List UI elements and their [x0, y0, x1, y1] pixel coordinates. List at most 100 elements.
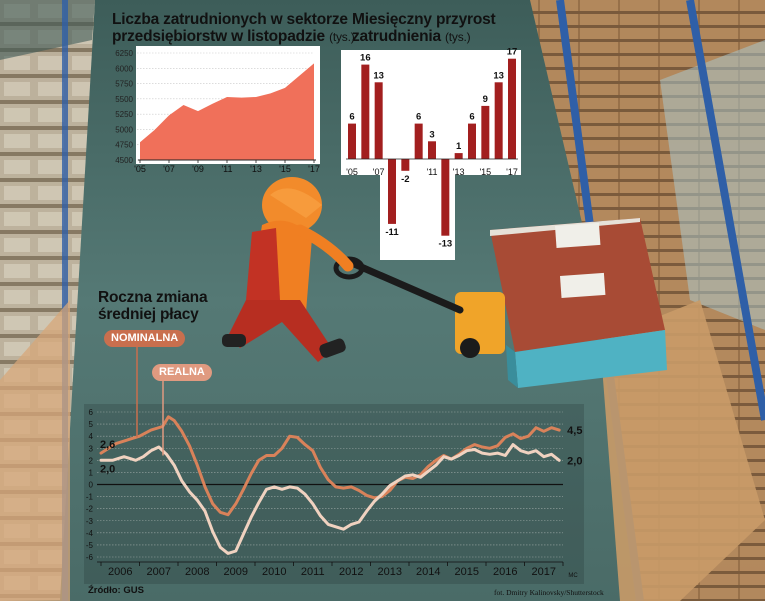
wages-ytick-label: 6	[89, 408, 94, 417]
monthly-bar-label: -11	[385, 227, 399, 238]
wages-xtick-label: 2012	[339, 566, 363, 578]
monthly-bar	[348, 123, 356, 159]
wages-ytick-label: -6	[86, 553, 94, 562]
wages-xtick-label: 2008	[185, 566, 209, 578]
monthly-xtick-label: '11	[426, 167, 437, 177]
monthly-xtick-label: '15	[479, 167, 491, 177]
source-note: Źródło: GUS	[88, 585, 144, 596]
wages-chart-title: Roczna zmiana średniej płacy	[98, 289, 208, 323]
wages-ytick-label: 4	[89, 432, 94, 441]
nominal-end-label: 4,5	[567, 425, 582, 437]
wages-xtick-label: 2007	[147, 566, 171, 578]
wages-ytick-label: 1	[89, 468, 94, 477]
employment-ytick-label: 4750	[115, 141, 133, 150]
employment-ytick-label: 6000	[115, 64, 133, 73]
monthly-bar-label: -2	[401, 174, 409, 185]
wages-xtick-label: 2013	[378, 566, 402, 578]
real-start-label: 2,0	[100, 463, 115, 475]
monthly-title-line1: Miesięczny przyrost	[352, 11, 496, 28]
wages-plot-shade	[84, 404, 584, 584]
wages-ytick-label: 3	[89, 444, 94, 453]
employment-xtick-label: '07	[163, 164, 175, 174]
employment-xtick-label: '17	[308, 164, 320, 174]
monthly-bar	[401, 159, 410, 171]
wages-xtick-label: 2016	[493, 566, 517, 578]
nominal-series-line	[99, 415, 561, 517]
monthly-bar	[428, 141, 436, 159]
wages-ytick-label: 5	[89, 420, 94, 429]
employment-title-line2: przedsiębiorstw w listopadzie	[112, 28, 325, 45]
monthly-bar	[494, 82, 503, 159]
monthly-bar-label: 13	[493, 70, 504, 81]
monthly-bar	[388, 159, 396, 224]
employment-ytick-label: 4500	[115, 156, 133, 165]
monthly-bar-label: 17	[507, 47, 518, 58]
monthly-xtick-label: '07	[373, 167, 385, 177]
monthly-chart-title: Miesięczny przyrost zatrudnienia (tys.)	[352, 11, 496, 46]
employment-xtick-label: '15	[279, 164, 291, 174]
wages-xtick-label: 2017	[532, 566, 556, 578]
wages-xtick-label: 2009	[224, 566, 248, 578]
employment-xtick-label: '11	[221, 164, 232, 174]
monthly-xtick-label: '05	[346, 167, 358, 177]
monthly-bar	[481, 105, 490, 159]
wages-xtick-label: 2006	[108, 566, 132, 578]
real-series-line	[99, 443, 561, 555]
employment-area	[140, 63, 314, 160]
employment-ytick-label: 5250	[115, 110, 133, 119]
monthly-xtick-label: '17	[506, 167, 518, 177]
employment-ytick-label: 5750	[115, 80, 133, 89]
wages-xtick-label: 2010	[262, 566, 286, 578]
monthly-bar	[441, 159, 450, 236]
monthly-title-line2: zatrudnienia	[352, 28, 441, 45]
monthly-bar	[414, 123, 423, 159]
monthly-bar-label: 9	[483, 94, 488, 105]
monthly-bar-label: -13	[438, 239, 452, 250]
wages-ytick-label: -2	[86, 505, 94, 514]
photo-credit: fot. Dmitry Kalinovsky/Shutterstock	[494, 588, 604, 597]
employment-ytick-label: 5500	[115, 95, 133, 104]
wages-ytick-label: -3	[86, 517, 94, 526]
monthly-bar	[374, 82, 383, 159]
monthly-unit: (tys.)	[445, 30, 471, 44]
employment-xtick-label: '05	[134, 164, 146, 174]
monthly-bar-label: 6	[469, 112, 474, 123]
wages-ytick-label: -5	[86, 541, 94, 550]
nominal-series-tag: NOMINALNA	[104, 330, 186, 347]
monthly-bar-label: 3	[429, 129, 434, 140]
employment-ytick-label: 5000	[115, 125, 133, 134]
monthly-xtick-label: '13	[453, 167, 465, 177]
wages-xtick-label: 2015	[455, 566, 479, 578]
wages-ytick-label: -4	[86, 529, 94, 538]
employment-xtick-label: '13	[250, 164, 262, 174]
real-end-label: 2,0	[567, 455, 582, 467]
monthly-bar-label: 6	[416, 112, 421, 123]
monthly-bar-label: 6	[349, 112, 354, 123]
employment-unit: (tys.)	[329, 30, 355, 44]
wages-title-line1: Roczna zmiana	[98, 289, 208, 306]
employment-ytick-label: 6250	[115, 49, 133, 58]
wages-xtick-label: 2011	[301, 566, 325, 578]
wages-ytick-label: 2	[89, 456, 94, 465]
monthly-bar	[468, 123, 476, 159]
real-series-tag: REALNA	[152, 364, 212, 381]
monthly-bar	[508, 58, 516, 160]
employment-chart-title: Liczba zatrudnionych w sektorze przedsię…	[112, 11, 355, 46]
monthly-bar-label: 16	[360, 53, 371, 64]
monthly-bar-label: 1	[456, 141, 462, 152]
monthly-bar	[454, 153, 463, 159]
wages-ytick-label: 0	[89, 481, 94, 490]
wages-ytick-label: -1	[86, 493, 94, 502]
wages-x-unit: MC	[568, 573, 578, 579]
monthly-bar-label: 13	[373, 70, 384, 81]
wages-xtick-label: 2014	[416, 566, 440, 578]
nominal-start-label: 2,6	[100, 439, 115, 451]
employment-title-line1: Liczba zatrudnionych w sektorze	[112, 11, 348, 28]
monthly-bar	[361, 64, 370, 159]
employment-xtick-label: '09	[192, 164, 204, 174]
wages-title-line2: średniej płacy	[98, 306, 199, 323]
